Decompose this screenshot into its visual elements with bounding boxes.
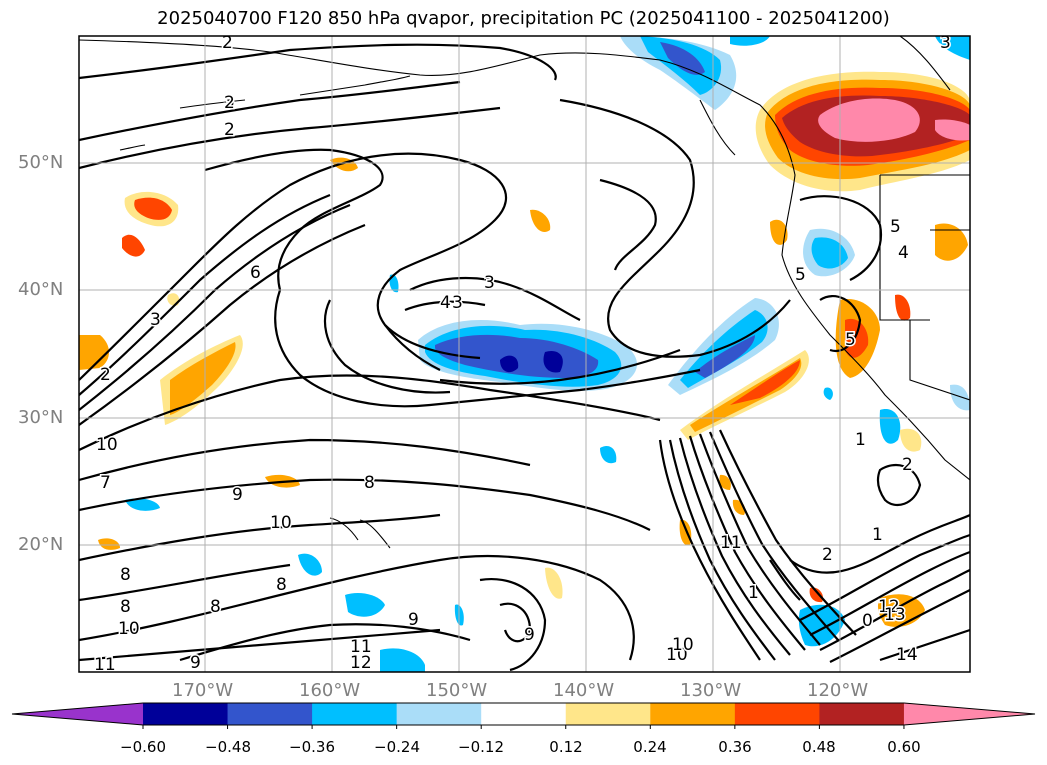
lon-label-170w: 170°W xyxy=(172,680,234,701)
contour-label: 14 xyxy=(896,645,918,665)
colorbar-tick: −0.36 xyxy=(289,738,335,756)
colorbar-bin xyxy=(312,703,398,725)
contour-label: 1 xyxy=(855,430,866,450)
contour-label: 10 xyxy=(118,619,140,639)
contour-label: 8 xyxy=(120,597,131,617)
contour-label: 0 xyxy=(862,611,873,631)
contour-label: 2 xyxy=(902,455,913,475)
contour-label: 8 xyxy=(120,565,131,585)
map-frame xyxy=(78,35,971,673)
contour-label: 5 xyxy=(845,330,856,350)
lat-label-30n: 30°N xyxy=(18,407,64,428)
contour-label: 6 xyxy=(250,263,261,283)
contour-label: 2 xyxy=(100,365,111,385)
lon-label-150w: 150°W xyxy=(426,680,488,701)
contour-label: 9 xyxy=(190,653,201,673)
contour-label: 2 xyxy=(224,120,235,140)
lon-label-130w: 130°W xyxy=(680,680,742,701)
colorbar-tick: −0.48 xyxy=(205,738,251,756)
contour-label: 10 xyxy=(666,645,688,665)
colorbar-bin xyxy=(650,703,736,725)
contour-label: 12 xyxy=(350,653,372,673)
colorbar-tick: 0.60 xyxy=(887,738,921,756)
contour-label: 4 xyxy=(440,293,451,313)
colorbar-tick: 0.48 xyxy=(802,738,836,756)
colorbar-bin xyxy=(143,703,229,725)
contour-label: 10 xyxy=(96,435,118,455)
contour-label: 11 xyxy=(720,533,742,553)
contour-label: 3 xyxy=(150,310,161,330)
colorbar-tick: −0.12 xyxy=(458,738,504,756)
lon-label-160w: 160°W xyxy=(299,680,361,701)
colorbar-tick: 0.24 xyxy=(633,738,667,756)
contour-label: 4 xyxy=(898,243,909,263)
lat-label-50n: 50°N xyxy=(18,152,64,173)
contour-label: 5 xyxy=(795,265,806,285)
contour-label: 2 xyxy=(224,93,235,113)
contour-label: 10 xyxy=(672,635,694,655)
lon-label-140w: 140°W xyxy=(553,680,615,701)
colorbar-tick: −0.24 xyxy=(374,738,420,756)
contour-label: 8 xyxy=(276,575,287,595)
colorbar-bin xyxy=(396,703,482,725)
colorbar-bin xyxy=(565,703,651,725)
contour-label: 8 xyxy=(364,473,375,493)
contour-label: 7 xyxy=(100,473,111,493)
contour-label: 2 xyxy=(222,33,233,53)
map-title: 2025040700 F120 850 hPa qvapor, precipit… xyxy=(157,8,890,29)
contour-label: 1 xyxy=(748,583,759,603)
contour-label: 9 xyxy=(408,610,419,630)
colorbar-tick: 0.12 xyxy=(549,738,583,756)
colorbar-bin xyxy=(734,703,820,725)
lat-label-20n: 20°N xyxy=(18,534,64,555)
contour-label: 13 xyxy=(884,605,906,625)
contour-label: 5 xyxy=(890,217,901,237)
contour-label: 9 xyxy=(524,625,535,645)
colorbar-tick: 0.36 xyxy=(718,738,752,756)
colorbar xyxy=(11,702,1036,729)
contour-label: 3 xyxy=(940,33,951,53)
contour-label: 11 xyxy=(350,637,372,657)
contour-label: 10 xyxy=(270,513,292,533)
map-gridlines xyxy=(79,36,970,672)
colorbar-extend-high xyxy=(903,703,1035,725)
contour-label: 2 xyxy=(822,545,833,565)
colorbar-bin xyxy=(819,703,905,725)
contour-label: 9 xyxy=(232,485,243,505)
contour-label: 1 xyxy=(872,525,883,545)
qvapor-contours xyxy=(79,43,970,672)
colorbar-extend-low xyxy=(12,703,143,725)
lon-label-120w: 120°W xyxy=(807,680,869,701)
colorbar-tick: −0.60 xyxy=(120,738,166,756)
colorbar-bin xyxy=(227,703,313,725)
lat-label-40n: 40°N xyxy=(18,279,64,300)
contour-label: 3 xyxy=(224,92,235,112)
contour-label: 8 xyxy=(210,597,221,617)
contour-label: 3 xyxy=(452,293,463,313)
contour-label: 3 xyxy=(484,273,495,293)
contour-label: 12 xyxy=(878,597,900,617)
colorbar-bin xyxy=(481,703,567,725)
contour-label: 11 xyxy=(94,655,116,675)
